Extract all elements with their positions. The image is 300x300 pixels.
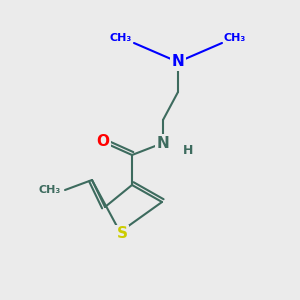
Text: N: N — [172, 55, 184, 70]
Text: O: O — [97, 134, 110, 149]
Text: H: H — [183, 145, 194, 158]
Text: CH₃: CH₃ — [224, 33, 246, 43]
Text: S: S — [116, 226, 128, 242]
Text: CH₃: CH₃ — [110, 33, 132, 43]
Text: CH₃: CH₃ — [39, 185, 61, 195]
Text: N: N — [157, 136, 169, 151]
